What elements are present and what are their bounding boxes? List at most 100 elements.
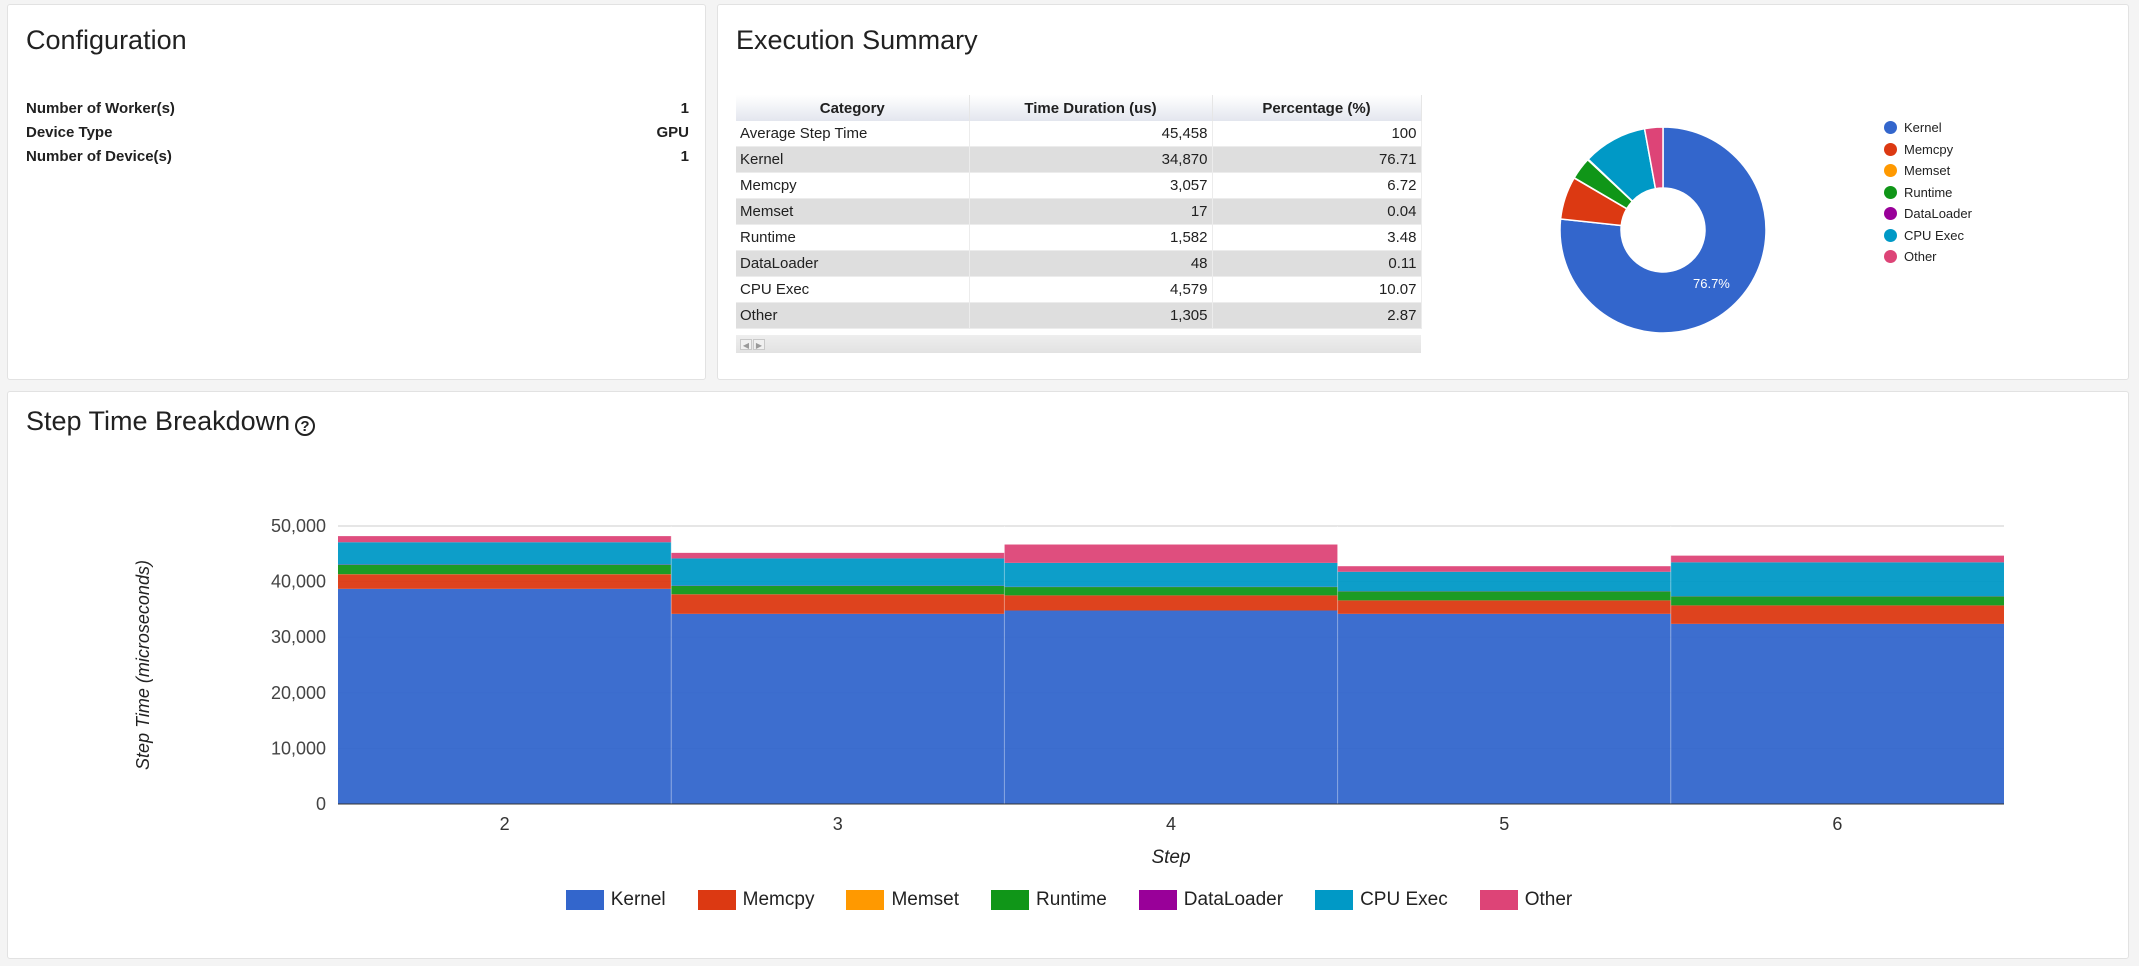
area-segment-kernel[interactable] <box>1337 613 1671 804</box>
step-legend-item[interactable]: Runtime <box>991 889 1107 911</box>
area-segment-memcpy[interactable] <box>671 594 1005 614</box>
legend-label: Other <box>1904 249 1937 265</box>
donut-legend-item[interactable]: Kernel <box>1884 117 1972 139</box>
area-segment-other[interactable] <box>338 536 672 543</box>
area-segment-memcpy[interactable] <box>1337 600 1671 614</box>
cell-category: Other <box>736 302 970 329</box>
table-row[interactable]: Memcpy 3,057 6.72 <box>736 172 1422 199</box>
help-icon[interactable]: ? <box>295 416 315 436</box>
donut-legend: Kernel Memcpy Memset Runtime DataLoader CPU E… <box>1884 117 1972 268</box>
area-segment-other[interactable] <box>1337 566 1671 572</box>
legend-marker-icon <box>1884 207 1897 221</box>
table-row[interactable]: CPU Exec 4,579 10.07 <box>736 276 1422 303</box>
area-segment-other[interactable] <box>1670 555 2004 563</box>
area-segment-other[interactable] <box>671 552 1005 559</box>
cell-duration: 48 <box>969 250 1213 277</box>
step-legend-item[interactable]: Memset <box>846 889 959 911</box>
legend-swatch-icon <box>1138 890 1177 910</box>
area-segment-kernel[interactable] <box>1670 623 2004 804</box>
legend-label: Memset <box>1904 163 1951 179</box>
area-segment-cpu-exec[interactable] <box>1670 562 2004 597</box>
table-row[interactable]: Kernel 34,870 76.71 <box>736 146 1422 173</box>
donut-legend-item[interactable]: Memcpy <box>1884 139 1972 161</box>
cell-duration: 34,870 <box>969 146 1213 173</box>
config-label: Number of Worker(s) <box>26 100 175 117</box>
legend-swatch-icon <box>565 890 604 910</box>
scroll-right-icon[interactable]: ▶ <box>753 339 765 350</box>
donut-slice-kernel[interactable] <box>1559 126 1767 334</box>
execution-summary-card: Execution Summary Category Time Duration… <box>717 4 2129 380</box>
area-segment-memcpy[interactable] <box>1670 605 2004 624</box>
area-segment-memcpy[interactable] <box>338 574 672 589</box>
legend-swatch-icon <box>1315 890 1354 910</box>
legend-marker-icon <box>1884 250 1897 264</box>
area-segment-cpu-exec[interactable] <box>671 558 1005 586</box>
cell-duration: 4,579 <box>969 276 1213 303</box>
area-segment-other[interactable] <box>1004 544 1338 563</box>
config-value: 1 <box>680 100 689 117</box>
column-header-duration[interactable]: Time Duration (us) <box>969 95 1213 121</box>
donut-slice-other[interactable] <box>1643 126 1664 190</box>
step-legend-item[interactable]: DataLoader <box>1138 889 1283 911</box>
step-chart-legend: Kernel Memcpy Memset Runtime DataLoader CPU E… <box>8 889 2130 911</box>
cell-category: CPU Exec <box>736 276 970 303</box>
legend-swatch-icon <box>1479 890 1518 910</box>
y-tick-label: 20,000 <box>271 683 326 703</box>
step-time-breakdown-card: Step Time Breakdown ? 0 10,000 20,000 30,00… <box>7 391 2129 959</box>
config-label: Number of Device(s) <box>26 148 172 165</box>
summary-table: Category Time Duration (us) Percentage (… <box>736 95 1422 329</box>
area-segment-kernel[interactable] <box>671 613 1005 804</box>
cell-percentage: 0.04 <box>1212 198 1422 225</box>
table-row[interactable]: Memset 17 0.04 <box>736 198 1422 225</box>
step-legend-item[interactable]: Memcpy <box>697 889 815 911</box>
y-tick-label: 10,000 <box>271 738 326 758</box>
cell-category: Kernel <box>736 146 970 173</box>
area-segment-kernel[interactable] <box>338 588 672 804</box>
table-row[interactable]: Other 1,305 2.87 <box>736 302 1422 329</box>
area-segment-runtime[interactable] <box>338 564 672 575</box>
x-tick-label: 5 <box>1499 814 1509 834</box>
legend-label: Other <box>1524 889 1573 910</box>
cell-percentage: 76.71 <box>1212 146 1422 173</box>
donut-legend-item[interactable]: DataLoader <box>1884 203 1972 225</box>
legend-marker-icon <box>1884 142 1897 156</box>
step-legend-item[interactable]: Other <box>1479 889 1573 911</box>
legend-label: Memcpy <box>742 889 815 910</box>
cell-percentage: 0.11 <box>1212 250 1422 277</box>
area-segment-cpu-exec[interactable] <box>1337 571 1671 592</box>
y-tick-label: 40,000 <box>271 572 326 592</box>
scroll-left-icon[interactable]: ◀ <box>740 339 752 350</box>
area-segment-runtime[interactable] <box>671 585 1005 595</box>
legend-label: Memset <box>891 889 960 910</box>
area-segment-memcpy[interactable] <box>1004 595 1338 611</box>
area-segment-cpu-exec[interactable] <box>338 542 672 565</box>
x-tick-label: 6 <box>1832 814 1842 834</box>
column-header-percentage[interactable]: Percentage (%) <box>1212 95 1422 121</box>
config-label: Device Type <box>26 124 113 141</box>
step-time-chart: 0 10,000 20,000 30,000 40,000 50,000 2 3 4 5 6 Step… <box>133 516 2004 868</box>
table-row[interactable]: Average Step Time 45,458 100 <box>736 121 1422 147</box>
donut-legend-item[interactable]: Other <box>1884 246 1972 268</box>
step-legend-item[interactable]: CPU Exec <box>1315 889 1448 911</box>
donut-legend-item[interactable]: Memset <box>1884 160 1972 182</box>
cell-percentage: 2.87 <box>1212 302 1422 329</box>
area-segment-runtime[interactable] <box>1004 587 1338 596</box>
config-row-workers: Number of Worker(s) 1 <box>26 100 689 117</box>
column-header-category[interactable]: Category <box>736 95 970 121</box>
donut-legend-item[interactable]: CPU Exec <box>1884 225 1972 247</box>
donut-slice-label: 76.7% <box>1693 276 1730 291</box>
legend-label: CPU Exec <box>1360 889 1448 910</box>
area-segment-kernel[interactable] <box>1004 610 1338 804</box>
area-segment-runtime[interactable] <box>1670 596 2004 606</box>
table-row[interactable]: Runtime 1,582 3.48 <box>736 224 1422 251</box>
area-segment-cpu-exec[interactable] <box>1004 562 1338 587</box>
donut-legend-item[interactable]: Runtime <box>1884 182 1972 204</box>
legend-swatch-icon <box>846 890 885 910</box>
step-legend-item[interactable]: Kernel <box>565 889 666 911</box>
x-tick-label: 2 <box>500 814 510 834</box>
area-segment-runtime[interactable] <box>1337 591 1671 601</box>
legend-label: DataLoader <box>1904 206 1972 222</box>
cell-percentage: 100 <box>1212 121 1422 147</box>
table-row[interactable]: DataLoader 48 0.11 <box>736 250 1422 277</box>
table-scrollbar[interactable]: ◀ ▶ <box>736 335 1421 353</box>
